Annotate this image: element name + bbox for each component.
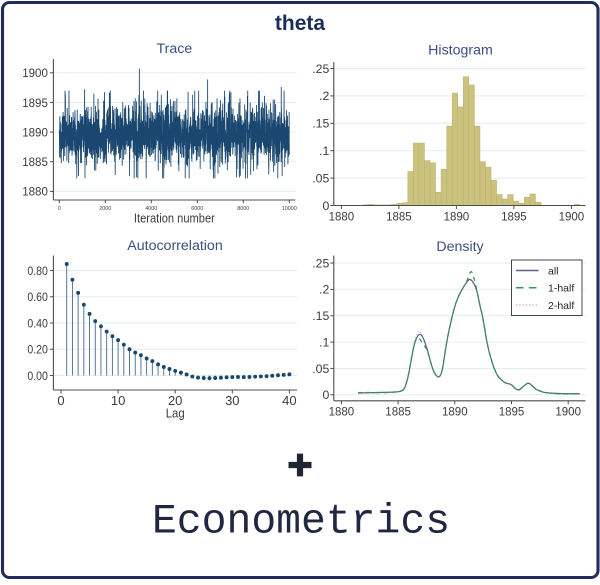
svg-text:1885: 1885 <box>22 155 48 169</box>
svg-text:1890: 1890 <box>444 210 470 224</box>
svg-text:1885: 1885 <box>386 210 412 224</box>
svg-text:1880: 1880 <box>329 405 355 419</box>
svg-text:all: all <box>548 265 559 277</box>
svg-text:.2: .2 <box>319 89 329 103</box>
svg-text:.1: .1 <box>319 144 329 158</box>
svg-text:theta: theta <box>275 12 325 35</box>
svg-text:.2: .2 <box>319 283 329 297</box>
svg-text:.15: .15 <box>312 117 329 131</box>
svg-text:1895: 1895 <box>501 210 527 224</box>
svg-text:1885: 1885 <box>385 405 411 419</box>
svg-text:1900: 1900 <box>555 405 581 419</box>
svg-text:30: 30 <box>225 393 239 408</box>
svg-text:0.20: 0.20 <box>27 343 48 357</box>
svg-text:1900: 1900 <box>22 66 48 80</box>
svg-text:20: 20 <box>168 393 182 408</box>
svg-text:0: 0 <box>322 388 329 402</box>
svg-text:8000: 8000 <box>237 206 249 212</box>
svg-text:0: 0 <box>322 199 329 213</box>
svg-text:0.80: 0.80 <box>27 264 48 278</box>
svg-text:.05: .05 <box>312 362 329 376</box>
svg-text:10: 10 <box>111 393 125 408</box>
svg-text:1880: 1880 <box>329 210 355 224</box>
svg-text:1895: 1895 <box>499 405 525 419</box>
svg-text:2-half: 2-half <box>548 300 574 312</box>
svg-text:Density: Density <box>436 239 484 255</box>
svg-text:.05: .05 <box>312 171 329 185</box>
svg-text:1890: 1890 <box>22 125 48 139</box>
svg-text:Lag: Lag <box>166 407 185 421</box>
svg-text:.1: .1 <box>319 335 329 349</box>
svg-text:Autocorrelation: Autocorrelation <box>127 238 222 254</box>
svg-text:1-half: 1-half <box>548 283 574 295</box>
svg-text:0.60: 0.60 <box>27 290 48 304</box>
svg-text:1900: 1900 <box>559 210 585 224</box>
svg-text:0.00: 0.00 <box>27 369 48 383</box>
svg-text:2000: 2000 <box>99 206 111 212</box>
svg-text:.15: .15 <box>312 309 329 323</box>
svg-text:1880: 1880 <box>22 185 48 199</box>
svg-text:1895: 1895 <box>22 96 48 110</box>
svg-text:6000: 6000 <box>191 206 203 212</box>
svg-text:0: 0 <box>57 393 64 408</box>
svg-text:Trace: Trace <box>157 41 193 57</box>
svg-text:Econometrics: Econometrics <box>152 500 450 546</box>
svg-text:4000: 4000 <box>145 206 157 212</box>
svg-text:Iteration number: Iteration number <box>134 211 216 226</box>
svg-text:10000: 10000 <box>282 206 297 212</box>
svg-text:0.40: 0.40 <box>27 316 48 330</box>
svg-text:.25: .25 <box>312 62 329 76</box>
svg-text:40: 40 <box>282 393 296 408</box>
svg-text:Histogram: Histogram <box>428 43 493 59</box>
svg-text:1890: 1890 <box>442 405 468 419</box>
svg-text:0: 0 <box>58 206 61 212</box>
svg-text:.25: .25 <box>312 256 329 270</box>
